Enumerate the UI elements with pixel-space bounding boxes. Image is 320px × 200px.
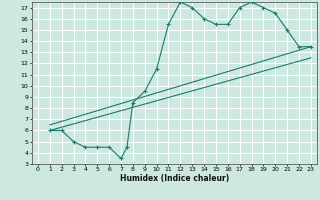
X-axis label: Humidex (Indice chaleur): Humidex (Indice chaleur)	[120, 174, 229, 183]
